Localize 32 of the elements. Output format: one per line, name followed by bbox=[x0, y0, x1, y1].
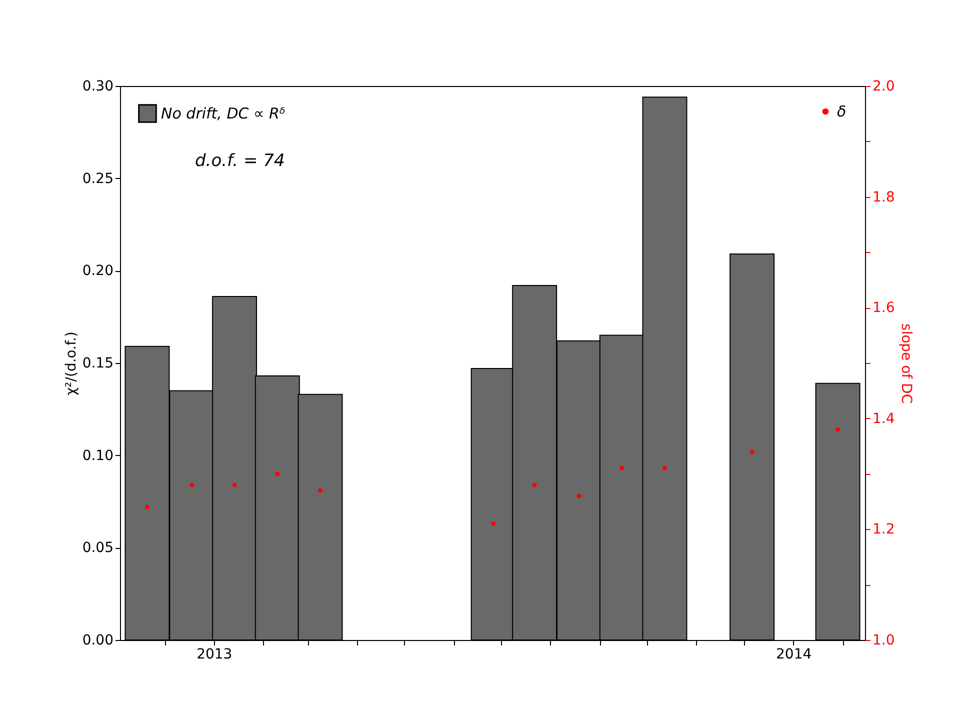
y-tick-label: 0.25 bbox=[82, 170, 114, 187]
y2-tick-label: 1.6 bbox=[872, 300, 895, 316]
x-tick-label: 2013 bbox=[196, 646, 232, 662]
y-tick-label: 0.05 bbox=[82, 540, 114, 556]
legend-label: No drift, DC ∝ Rᵟ bbox=[161, 104, 286, 122]
y-tick-label: 0.00 bbox=[82, 632, 114, 648]
y2-tick-label: 1.2 bbox=[872, 522, 895, 538]
point bbox=[144, 504, 150, 510]
point bbox=[532, 482, 537, 488]
y2-axis-title: slope of DC bbox=[898, 323, 914, 404]
point bbox=[491, 521, 496, 526]
point bbox=[576, 494, 582, 498]
y-tick-label: 0.20 bbox=[82, 263, 114, 280]
y2-tick-label: 2.0 bbox=[872, 78, 895, 94]
point bbox=[662, 466, 667, 470]
point bbox=[318, 488, 322, 493]
point bbox=[275, 472, 280, 476]
y-tick-label: 0.10 bbox=[82, 448, 114, 464]
y2-tick-label: 1.8 bbox=[872, 189, 895, 206]
point bbox=[620, 466, 624, 470]
y-tick-label: 0.30 bbox=[82, 78, 114, 94]
x-tick-label: 2014 bbox=[776, 646, 812, 662]
y2-tick-label: 1.4 bbox=[872, 410, 895, 427]
point bbox=[232, 482, 237, 488]
point bbox=[750, 449, 754, 454]
legend-label: δ bbox=[837, 102, 846, 120]
y2-tick-label: 1.0 bbox=[872, 632, 895, 648]
y-tick-label: 0.15 bbox=[82, 356, 114, 372]
y-axis-title: χ²/(d.o.f.) bbox=[63, 332, 80, 396]
point bbox=[189, 482, 194, 488]
point bbox=[836, 427, 840, 432]
annotation: d.o.f. = 74 bbox=[195, 151, 285, 171]
